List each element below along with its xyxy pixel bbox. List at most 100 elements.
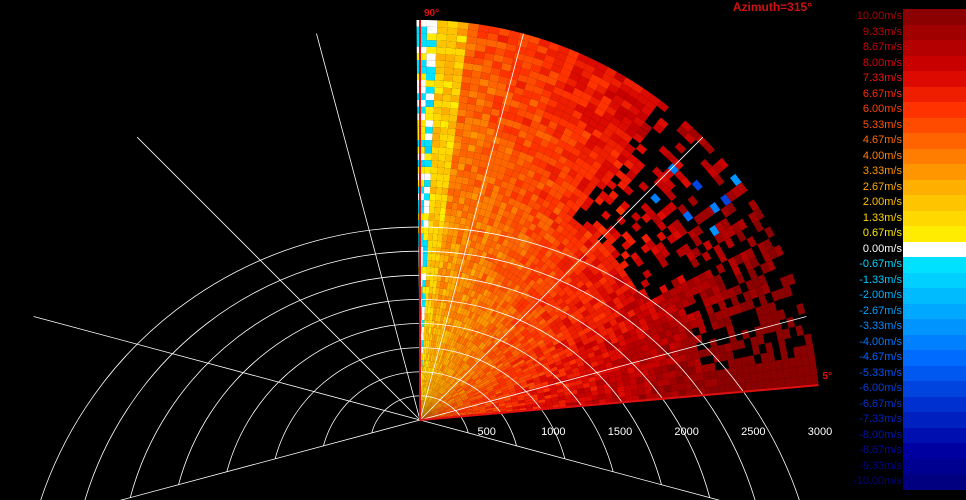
velocity-cell: [453, 382, 460, 389]
velocity-cell: [504, 397, 512, 402]
velocity-cell: [634, 196, 646, 207]
velocity-cell: [432, 368, 437, 376]
velocity-cell: [486, 386, 494, 392]
velocity-cell: [515, 322, 524, 330]
velocity-cell: [535, 304, 543, 312]
velocity-cell: [454, 291, 461, 300]
velocity-cell: [551, 313, 560, 321]
velocity-cell: [427, 246, 433, 254]
colorbar-row: 10.00m/s: [846, 9, 966, 25]
velocity-cell: [439, 414, 447, 417]
velocity-cell: [424, 153, 432, 161]
velocity-cell: [586, 293, 595, 302]
velocity-cell: [434, 86, 444, 95]
velocity-cell: [537, 73, 549, 83]
velocity-cell: [556, 268, 565, 278]
velocity-cell: [515, 332, 523, 340]
velocity-cell: [629, 378, 637, 385]
velocity-cell: [455, 41, 467, 50]
velocity-cell: [460, 238, 467, 246]
velocity-cell: [529, 231, 539, 241]
velocity-cell: [479, 408, 487, 412]
velocity-cell: [435, 392, 441, 399]
velocity-cell: [675, 369, 684, 378]
velocity-cell: [505, 43, 517, 53]
velocity-cell: [535, 243, 544, 252]
velocity-cell: [555, 331, 564, 339]
velocity-cell: [569, 385, 578, 391]
velocity-cell: [422, 400, 425, 408]
velocity-cell: [474, 377, 482, 384]
velocity-cell: [522, 160, 532, 170]
colorbar-swatch: [903, 412, 966, 428]
velocity-cell: [470, 254, 477, 263]
velocity-cell: [622, 331, 631, 340]
velocity-cell: [455, 342, 461, 350]
velocity-cell: [629, 164, 641, 176]
velocity-cell: [432, 314, 436, 322]
velocity-cell: [472, 407, 479, 410]
velocity-cell: [641, 293, 651, 304]
velocity-cell: [421, 340, 424, 347]
velocity-cell: [687, 336, 697, 346]
velocity-cell: [764, 312, 774, 324]
velocity-cell: [455, 237, 462, 245]
velocity-cell: [482, 303, 489, 312]
velocity-cell: [736, 194, 748, 207]
velocity-cell: [492, 220, 500, 229]
velocity-cell: [477, 271, 484, 280]
velocity-cell: [717, 377, 725, 387]
velocity-cell: [492, 294, 499, 302]
velocity-cell: [503, 90, 514, 100]
velocity-cell: [523, 175, 533, 185]
velocity-cell: [618, 306, 627, 316]
velocity-cell: [561, 246, 571, 256]
velocity-cell: [483, 366, 490, 373]
velocity-cell: [431, 361, 436, 369]
velocity-cell: [473, 299, 480, 307]
velocity-cell: [517, 394, 525, 399]
velocity-cell: [659, 358, 668, 367]
velocity-cell: [601, 351, 610, 359]
velocity-cell: [455, 385, 462, 391]
velocity-cell: [441, 268, 447, 276]
velocity-cell: [564, 223, 574, 233]
velocity-cell: [540, 263, 549, 272]
velocity-cell: [541, 223, 551, 233]
velocity-cell: [431, 140, 440, 148]
velocity-cell: [472, 262, 479, 271]
velocity-cell: [435, 328, 439, 336]
velocity-cell: [705, 305, 715, 316]
velocity-cell: [504, 399, 512, 404]
velocity-cell: [563, 83, 575, 94]
velocity-cell: [685, 352, 694, 361]
velocity-cell: [478, 279, 485, 288]
velocity-cell: [569, 344, 578, 351]
velocity-cell: [488, 114, 499, 124]
velocity-cell: [541, 199, 551, 209]
velocity-cell: [532, 85, 544, 96]
velocity-cell: [494, 213, 503, 223]
velocity-cell: [532, 265, 541, 274]
velocity-cell: [423, 326, 427, 334]
velocity-cell: [638, 154, 650, 166]
velocity-cell: [436, 240, 442, 248]
velocity-cell: [736, 339, 746, 350]
velocity-cell: [480, 318, 488, 327]
velocity-cell: [436, 27, 448, 35]
velocity-cell: [454, 312, 460, 321]
velocity-cell: [429, 381, 433, 389]
velocity-cell: [424, 133, 433, 141]
spoke-line: [419, 419, 721, 500]
velocity-cell: [581, 338, 590, 346]
velocity-cell: [705, 258, 716, 270]
velocity-cell: [480, 72, 491, 81]
velocity-cell: [556, 320, 565, 329]
colorbar-row: 0.67m/s: [846, 226, 966, 242]
velocity-cell: [421, 406, 423, 414]
colorbar-label: -2.00m/s: [859, 289, 902, 301]
velocity-cell: [540, 377, 548, 383]
velocity-cell: [683, 160, 696, 173]
velocity-cell: [423, 226, 429, 234]
velocity-cell: [463, 123, 473, 132]
